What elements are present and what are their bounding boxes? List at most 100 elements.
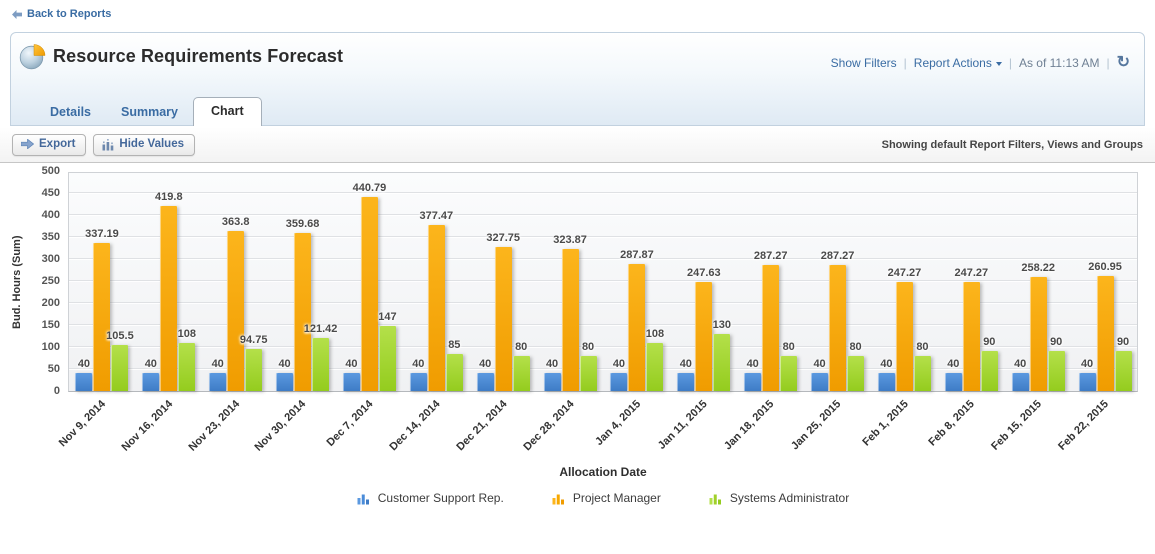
bar-value-label: 40 xyxy=(278,358,291,371)
hide-values-label: Hide Values xyxy=(119,138,184,150)
show-filters-link[interactable]: Show Filters xyxy=(830,56,897,70)
bar-customer-support-rep[interactable]: 40 xyxy=(75,358,93,391)
y-tick-label: 100 xyxy=(41,341,60,353)
y-tick-label: 0 xyxy=(53,385,60,397)
bar-group: 40 287.27 80 xyxy=(811,250,865,391)
bar-group: 40 323.87 80 xyxy=(543,234,598,391)
bar-value-label: 147 xyxy=(378,311,397,324)
bar-project-manager[interactable]: 359.68 xyxy=(286,218,319,391)
bar-customer-support-rep[interactable]: 40 xyxy=(209,358,227,391)
tab-chart[interactable]: Chart xyxy=(192,97,262,126)
bar-value-label: 80 xyxy=(515,340,528,353)
bar-value-label: 90 xyxy=(1050,336,1063,349)
bar-customer-support-rep[interactable]: 40 xyxy=(944,358,962,391)
bar-project-manager[interactable]: 287.87 xyxy=(620,249,654,391)
report-actions-dropdown[interactable]: Report Actions xyxy=(914,56,1002,70)
bar-value-label: 80 xyxy=(849,340,862,353)
tab-bar: Details Summary Chart xyxy=(35,97,262,126)
bar-group: 40 363.8 94.75 xyxy=(209,216,267,391)
hide-values-button[interactable]: Hide Values xyxy=(93,133,195,156)
bar-systems-administrator[interactable]: 121.42 xyxy=(304,323,337,391)
bar-customer-support-rep[interactable]: 40 xyxy=(1011,358,1029,391)
bar-project-manager[interactable]: 337.19 xyxy=(85,228,119,391)
bar-project-manager[interactable]: 440.79 xyxy=(353,182,386,391)
back-link-label: Back to Reports xyxy=(27,8,112,20)
legend-item-project-manager: Project Manager xyxy=(552,491,661,505)
bar-systems-administrator[interactable]: 108 xyxy=(178,328,196,391)
values-chart-icon xyxy=(102,138,114,150)
bar-project-manager[interactable]: 287.27 xyxy=(754,250,788,391)
bar-systems-administrator[interactable]: 80 xyxy=(579,341,597,391)
bar-systems-administrator[interactable]: 108 xyxy=(646,328,664,391)
bar-project-manager[interactable]: 363.8 xyxy=(222,216,249,391)
bar-value-label: 108 xyxy=(645,328,665,341)
gridline xyxy=(69,302,1137,303)
bar-value-label: 40 xyxy=(144,358,157,371)
bar-project-manager[interactable]: 287.27 xyxy=(821,250,854,391)
bar-customer-support-rep[interactable]: 40 xyxy=(877,358,895,391)
bar-customer-support-rep[interactable]: 40 xyxy=(142,358,160,391)
bar-systems-administrator[interactable]: 80 xyxy=(780,341,798,391)
bar-customer-support-rep[interactable]: 40 xyxy=(1078,358,1096,391)
bar-customer-support-rep[interactable]: 40 xyxy=(276,358,294,391)
bar-systems-administrator[interactable]: 80 xyxy=(512,341,530,391)
pie-chart-icon xyxy=(19,44,46,70)
chevron-down-icon xyxy=(995,61,1002,66)
bar-group: 40 258.22 90 xyxy=(1011,262,1066,391)
bar-value-label: 40 xyxy=(479,358,492,371)
bar-systems-administrator[interactable]: 90 xyxy=(1047,336,1065,391)
gridline xyxy=(69,236,1137,237)
bar-customer-support-rep[interactable]: 40 xyxy=(610,358,628,391)
bar-value-label: 105.5 xyxy=(106,329,134,342)
bar-customer-support-rep[interactable]: 40 xyxy=(409,358,427,391)
bar-project-manager[interactable]: 377.47 xyxy=(419,210,453,391)
refresh-icon[interactable]: ↻ xyxy=(1116,54,1130,71)
tab-details[interactable]: Details xyxy=(50,105,91,119)
bar-value-label: 363.8 xyxy=(221,215,250,228)
bar-systems-administrator[interactable]: 80 xyxy=(847,341,865,391)
bar-systems-administrator[interactable]: 90 xyxy=(1114,336,1132,391)
bar-customer-support-rep[interactable]: 40 xyxy=(342,358,360,391)
bar-value-label: 247.27 xyxy=(887,267,922,280)
bar-project-manager[interactable]: 327.75 xyxy=(486,232,520,391)
bar-group: 40 260.95 90 xyxy=(1078,261,1133,391)
bar-value-label: 108 xyxy=(177,328,196,341)
bar-customer-support-rep[interactable]: 40 xyxy=(543,358,561,391)
x-tick-label: Nov 16, 2014 xyxy=(119,398,175,454)
export-button[interactable]: Export xyxy=(12,133,87,156)
bar-customer-support-rep[interactable]: 40 xyxy=(476,358,494,391)
tab-summary[interactable]: Summary xyxy=(121,105,178,119)
bar-systems-administrator[interactable]: 130 xyxy=(713,319,731,391)
bar-systems-administrator[interactable]: 85 xyxy=(445,339,463,391)
bar-group: 40 247.27 90 xyxy=(944,267,999,391)
bar-value-label: 377.47 xyxy=(419,209,454,222)
bar-value-label: 40 xyxy=(211,358,224,371)
gridline xyxy=(69,258,1137,259)
bar-systems-administrator[interactable]: 147 xyxy=(378,311,397,391)
bar-systems-administrator[interactable]: 90 xyxy=(980,336,998,391)
bar-value-label: 121.42 xyxy=(303,322,338,335)
x-tick-label: Nov 30, 2014 xyxy=(252,398,309,454)
x-tick-label: Feb 1, 2015 xyxy=(859,398,911,449)
separator: | xyxy=(1106,56,1110,70)
mini-bar-chart-icon xyxy=(709,494,721,504)
bar-value-label: 287.87 xyxy=(620,249,654,262)
bar-project-manager[interactable]: 258.22 xyxy=(1021,262,1055,391)
bar-project-manager[interactable]: 260.95 xyxy=(1088,261,1122,391)
bar-project-manager[interactable]: 247.63 xyxy=(687,267,721,391)
back-to-reports-link[interactable]: Back to Reports xyxy=(12,8,111,20)
bar-project-manager[interactable]: 247.27 xyxy=(888,267,921,391)
bar-project-manager[interactable]: 419.8 xyxy=(155,191,183,391)
bar-value-label: 40 xyxy=(412,358,425,371)
bar-systems-administrator[interactable]: 105.5 xyxy=(106,330,134,391)
bar-value-label: 287.27 xyxy=(753,249,788,262)
bar-customer-support-rep[interactable]: 40 xyxy=(811,358,829,391)
bar-value-label: 287.27 xyxy=(820,249,855,262)
bar-customer-support-rep[interactable]: 40 xyxy=(744,358,762,391)
bar-customer-support-rep[interactable]: 40 xyxy=(677,358,695,391)
bar-systems-administrator[interactable]: 80 xyxy=(913,341,931,391)
bar-systems-administrator[interactable]: 94.75 xyxy=(240,334,267,391)
bar-value-label: 85 xyxy=(448,338,461,351)
bar-project-manager[interactable]: 247.27 xyxy=(954,267,988,391)
bar-project-manager[interactable]: 323.87 xyxy=(553,234,587,391)
